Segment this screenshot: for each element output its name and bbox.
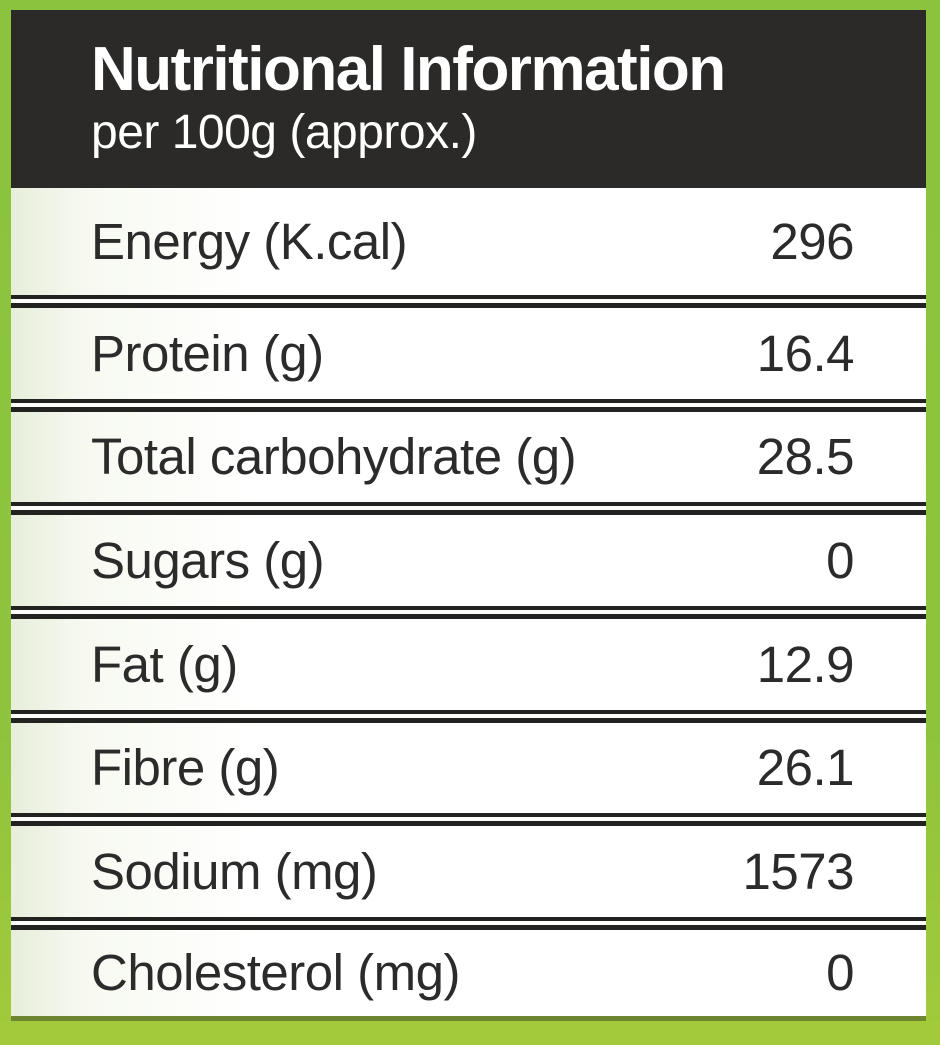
nutrition-table-row: Fibre (g) 26.1 bbox=[11, 723, 926, 814]
row-separator-rule bbox=[11, 502, 926, 516]
nutrition-label: Nutritional Information per 100g (approx… bbox=[11, 10, 926, 1021]
row-separator-rule bbox=[11, 605, 926, 619]
label-serving-size: per 100g (approx.) bbox=[91, 106, 477, 160]
nutrient-amount: 0 bbox=[826, 944, 854, 1002]
nutrient-amount: 12.9 bbox=[756, 635, 855, 693]
nutrient-amount: 28.5 bbox=[756, 428, 855, 486]
row-separator-rule bbox=[11, 916, 926, 930]
nutrient-name: Total carbohydrate (g) bbox=[91, 428, 577, 486]
nutrient-name: Energy (K.cal) bbox=[91, 212, 408, 270]
nutrition-table: Energy (K.cal) 296 Protein (g) 16.4 Tota… bbox=[11, 188, 926, 1016]
label-title: Nutritional Information bbox=[91, 35, 726, 104]
row-separator-rule bbox=[11, 398, 926, 412]
nutrition-table-row: Total carbohydrate (g) 28.5 bbox=[11, 412, 926, 503]
nutrient-name: Fibre (g) bbox=[91, 739, 280, 797]
nutrient-name: Fat (g) bbox=[91, 635, 238, 693]
nutrition-table-row: Cholesterol (mg) 0 bbox=[11, 930, 926, 1016]
nutrient-amount: 1573 bbox=[742, 843, 855, 901]
nutrient-amount: 26.1 bbox=[756, 739, 855, 797]
nutrient-name: Cholesterol (mg) bbox=[91, 944, 460, 1002]
label-header: Nutritional Information per 100g (approx… bbox=[11, 10, 926, 188]
nutrient-amount: 0 bbox=[826, 532, 854, 590]
row-separator-rule bbox=[11, 813, 926, 827]
nutrient-amount: 296 bbox=[770, 212, 854, 270]
nutrition-table-row: Protein (g) 16.4 bbox=[11, 308, 926, 399]
nutrition-table-row: Sodium (mg) 1573 bbox=[11, 826, 926, 917]
nutrition-table-row: Fat (g) 12.9 bbox=[11, 619, 926, 710]
row-separator-rule bbox=[11, 709, 926, 723]
row-separator-rule bbox=[11, 294, 926, 308]
nutrient-amount: 16.4 bbox=[756, 324, 855, 382]
nutrient-name: Sodium (mg) bbox=[91, 843, 378, 901]
nutrition-table-row: Sugars (g) 0 bbox=[11, 515, 926, 606]
nutrient-name: Sugars (g) bbox=[91, 532, 325, 590]
nutrient-name: Protein (g) bbox=[91, 324, 324, 382]
nutrition-table-row: Energy (K.cal) 296 bbox=[11, 188, 926, 295]
